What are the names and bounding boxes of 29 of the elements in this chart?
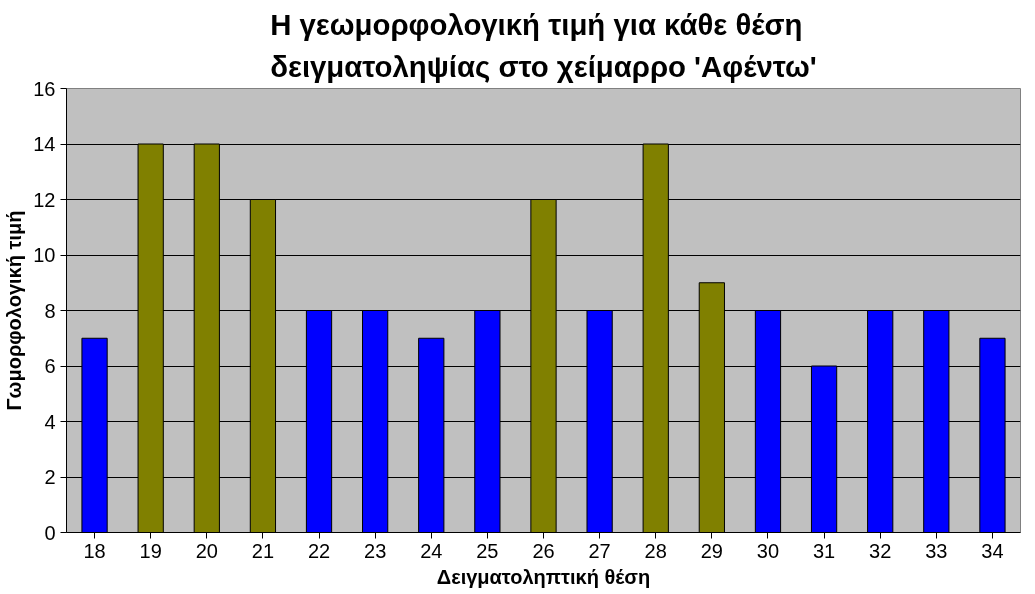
x-tick-label: 33 xyxy=(925,539,948,562)
x-tick-label: 31 xyxy=(812,539,836,562)
x-tick-label: 19 xyxy=(139,539,162,562)
x-tick-label: 26 xyxy=(532,539,555,562)
y-tick-label: 4 xyxy=(44,410,56,433)
x-tick-label: 32 xyxy=(869,539,892,562)
y-tick-label: 6 xyxy=(44,355,56,377)
y-tick-label: 2 xyxy=(44,466,56,488)
x-tick-label: 21 xyxy=(251,539,275,562)
y-tick-label: 12 xyxy=(33,188,56,211)
chart-title: Η γεωμορφολογική τιμή για κάθε θέση δειγματοληψίας στο χείμαρρο 'Αφέντω' xyxy=(270,7,817,84)
x-tick-label: 28 xyxy=(644,539,667,562)
x-axis-title: Δειγματοληπτική θέση xyxy=(436,565,651,588)
x-tick-label: 23 xyxy=(364,539,387,562)
x-tick-label: 20 xyxy=(195,539,218,562)
x-tick-label: 27 xyxy=(588,539,611,562)
y-tick-label: 8 xyxy=(44,299,56,322)
x-tick-label: 30 xyxy=(756,539,780,562)
y-tick-label: 0 xyxy=(44,521,56,544)
x-tick-label: 34 xyxy=(981,539,1004,562)
y-tick-label: 16 xyxy=(33,77,56,100)
x-tick-label: 25 xyxy=(476,539,499,562)
y-axis-title: Γωμορφολογική τιμή xyxy=(3,210,26,411)
y-tick-label: 10 xyxy=(33,244,56,266)
x-tick-label: 29 xyxy=(700,539,723,562)
x-tick-label: 24 xyxy=(420,539,443,562)
x-tick-label: 22 xyxy=(307,539,331,562)
y-tick-label: 14 xyxy=(33,133,56,155)
x-tick-label: 18 xyxy=(83,539,106,562)
